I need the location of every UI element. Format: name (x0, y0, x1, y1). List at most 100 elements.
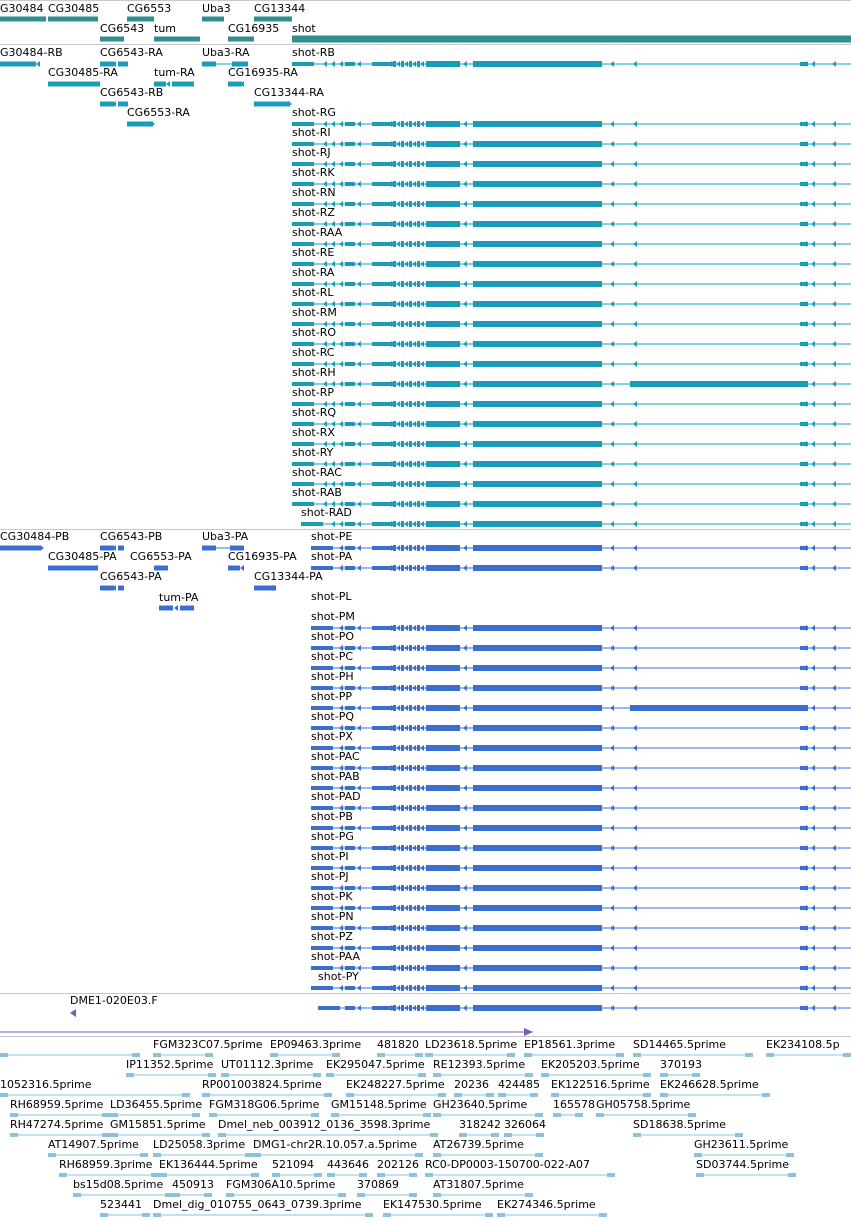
shot-transcript-label[interactable]: shot-RP (292, 386, 334, 399)
transcript-label[interactable]: G30484-RB (0, 46, 63, 59)
est-label[interactable]: SD14465.5prime (633, 1038, 726, 1051)
est-label[interactable]: FGM318G06.5prime (209, 1098, 320, 1111)
est-label[interactable]: SD18638.5prime (633, 1118, 726, 1131)
est-label[interactable]: 1052316.5prime (0, 1078, 92, 1091)
transcript-label[interactable]: CG30485-RA (48, 66, 118, 79)
est-label[interactable]: AT31807.5prime (433, 1178, 524, 1191)
shot-protein-label[interactable]: shot-PA (311, 550, 353, 563)
est-label[interactable]: EP18561.3prime (524, 1038, 616, 1051)
gene-label[interactable]: CG6553 (127, 2, 172, 15)
transcript-label[interactable]: CG6553-RA (127, 106, 190, 119)
shot-transcript-label[interactable]: shot-RC (292, 346, 335, 359)
est-label[interactable]: EK295047.5prime (326, 1058, 425, 1071)
shot-transcript-label[interactable]: shot-RN (292, 186, 336, 199)
gene-label[interactable]: CG6543 (100, 22, 145, 35)
shot-protein-label[interactable]: shot-PY (318, 970, 359, 983)
shot-protein-label[interactable]: shot-PI (311, 850, 349, 863)
shot-transcript-label[interactable]: shot-RAC (292, 466, 342, 479)
shot-protein-label[interactable]: shot-PAC (311, 750, 360, 763)
shot-protein-label[interactable]: shot-PH (311, 670, 354, 683)
transcript-label[interactable]: CG6543-RB (100, 86, 164, 99)
est-label[interactable]: GM15851.5prime (110, 1118, 206, 1131)
est-label[interactable]: 20236 (454, 1078, 489, 1091)
est-label[interactable]: Dmel_neb_003912_0136_3598.3prime (218, 1118, 431, 1131)
est-label[interactable]: DMG1-chr2R.10.057.a.5prime (253, 1138, 418, 1151)
protein-label[interactable]: CG30484-PB (0, 530, 70, 543)
shot-transcript-label[interactable]: shot-RM (292, 306, 337, 319)
gene-label[interactable]: G30484 (0, 2, 44, 15)
est-label[interactable]: GM15148.5prime (331, 1098, 427, 1111)
est-label[interactable]: Dmel_dig_010755_0643_0739.3prime (153, 1198, 362, 1211)
est-label[interactable]: EK136444.5prime (159, 1158, 258, 1171)
est-label[interactable]: RP001003824.5prime (202, 1078, 322, 1091)
est-label[interactable]: RH68959.3prime (59, 1158, 153, 1171)
shot-protein-label[interactable]: shot-PC (311, 650, 354, 663)
shot-transcript-label[interactable]: shot-RE (292, 246, 335, 259)
est-label[interactable]: bs15d08.5prime (73, 1178, 164, 1191)
est-label[interactable]: 318242 (459, 1118, 501, 1131)
gene-label[interactable]: Uba3 (202, 2, 231, 15)
est-label[interactable]: EK122516.5prime (551, 1078, 650, 1091)
est-label[interactable]: LD23618.5prime (425, 1038, 518, 1051)
transcript-label[interactable]: CG13344-RA (254, 86, 324, 99)
est-label[interactable]: EK205203.5prime (541, 1058, 640, 1071)
est-label[interactable]: FGM306A10.5prime (226, 1178, 336, 1191)
transcript-label[interactable]: Uba3-RA (202, 46, 250, 59)
est-label[interactable]: UT01112.3prime (221, 1058, 314, 1071)
est-label[interactable]: 481820 (377, 1038, 419, 1051)
protein-label[interactable]: CG6543-PA (100, 570, 162, 583)
est-label[interactable]: 523441 (100, 1198, 142, 1211)
shot-transcript-label[interactable]: shot-RB (292, 46, 335, 59)
est-label[interactable]: 443646 (327, 1158, 369, 1171)
gene-label[interactable]: CG16935 (228, 22, 280, 35)
est-label[interactable]: 370193 (660, 1058, 702, 1071)
shot-protein-label[interactable]: shot-PO (311, 630, 355, 643)
gene-label[interactable]: shot (292, 22, 316, 35)
shot-protein-label[interactable]: shot-PN (311, 910, 354, 923)
est-label[interactable]: GH05758.5prime (596, 1098, 691, 1111)
est-label[interactable]: EK274346.5prime (497, 1198, 596, 1211)
shot-transcript-label[interactable]: shot-RX (292, 426, 335, 439)
shot-protein-label[interactable]: shot-PE (311, 530, 353, 543)
shot-transcript-label[interactable]: shot-RJ (292, 146, 331, 159)
est-label[interactable]: AT26739.5prime (433, 1138, 524, 1151)
shot-protein-label[interactable]: shot-PJ (311, 870, 349, 883)
shot-transcript-label[interactable]: shot-RAA (292, 226, 343, 239)
transcript-label[interactable]: tum-RA (154, 66, 195, 79)
shot-transcript-label[interactable]: shot-RL (292, 286, 334, 299)
shot-transcript-label[interactable]: shot-RA (292, 266, 335, 279)
est-label[interactable]: 424485 (498, 1078, 540, 1091)
shot-transcript-label[interactable]: shot-RH (292, 366, 336, 379)
est-label[interactable]: RE12393.5prime (433, 1058, 526, 1071)
transcript-label[interactable]: CG16935-RA (228, 66, 298, 79)
shot-transcript-label[interactable]: shot-RAB (292, 486, 342, 499)
est-label[interactable]: EK246628.5prime (660, 1078, 759, 1091)
protein-label[interactable]: CG30485-PA (48, 550, 117, 563)
est-label[interactable]: LD25058.3prime (153, 1138, 246, 1151)
shot-protein-label[interactable]: shot-PM (311, 610, 355, 623)
shot-transcript-label[interactable]: shot-RQ (292, 406, 337, 419)
est-label[interactable]: EK234108.5p (766, 1038, 840, 1051)
est-label[interactable]: RH68959.5prime (10, 1098, 104, 1111)
est-label[interactable]: RC0-DP0003-150700-022-A07 (425, 1158, 591, 1171)
shot-transcript-label[interactable]: shot-RI (292, 126, 331, 139)
shot-protein-label[interactable]: shot-PK (311, 890, 353, 903)
protein-label[interactable]: tum-PA (159, 591, 199, 604)
est-label[interactable]: AT14907.5prime (48, 1138, 139, 1151)
cdna-label[interactable]: DME1-020E03.F (70, 994, 158, 1007)
shot-protein-label[interactable]: shot-PZ (311, 930, 353, 943)
est-label[interactable]: 450913 (172, 1178, 214, 1191)
est-label[interactable]: 202126 (377, 1158, 419, 1171)
est-label[interactable]: 326064 (504, 1118, 546, 1131)
shot-protein-label[interactable]: shot-PAA (311, 950, 361, 963)
shot-transcript-label[interactable]: shot-RY (292, 446, 334, 459)
shot-transcript-label[interactable]: shot-RAD (301, 506, 352, 519)
est-label[interactable]: EK248227.5prime (346, 1078, 445, 1091)
est-label[interactable]: FGM323C07.5prime (153, 1038, 263, 1051)
shot-protein-label[interactable]: shot-PG (311, 830, 354, 843)
shot-transcript-label[interactable]: shot-RG (292, 106, 336, 119)
shot-protein-label[interactable]: shot-PP (311, 690, 352, 703)
shot-protein-label[interactable]: shot-PAD (311, 790, 361, 803)
shot-protein-label[interactable]: shot-PL (311, 590, 352, 603)
shot-transcript-label[interactable]: shot-RZ (292, 206, 335, 219)
